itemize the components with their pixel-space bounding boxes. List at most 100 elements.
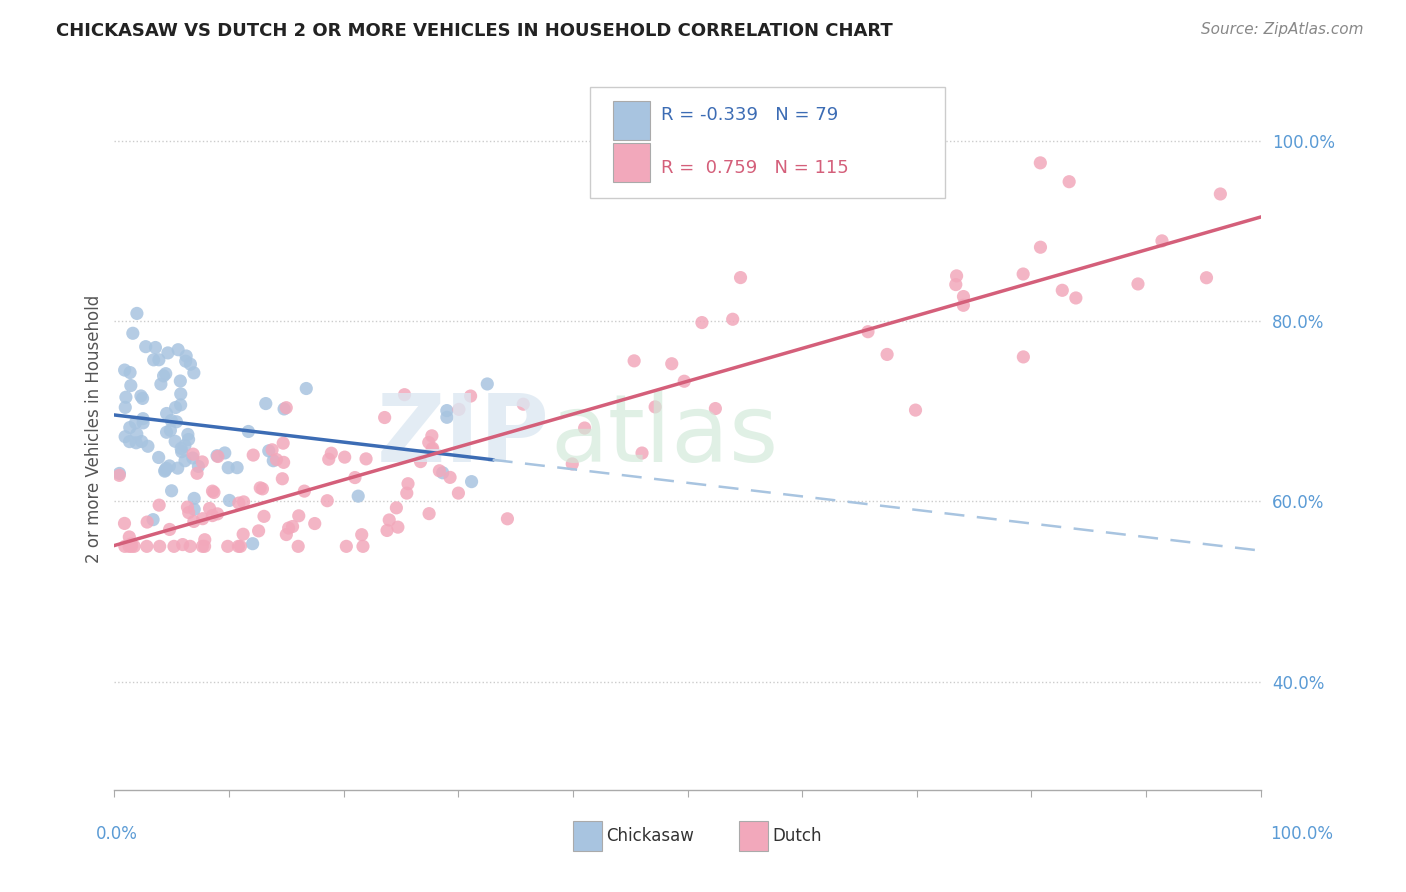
Point [254, 396, 277, 410]
Point [496, 512, 519, 526]
Point [396, 476, 419, 491]
Point [207, 450, 229, 464]
Point [191, 540, 214, 554]
Point [387, 520, 409, 534]
Point [460, 389, 482, 403]
Point [174, 354, 197, 368]
Point [273, 455, 295, 469]
Point [631, 446, 654, 460]
Point [183, 491, 205, 506]
FancyBboxPatch shape [591, 87, 945, 198]
Point [152, 368, 174, 383]
Point [135, 540, 157, 554]
Text: ZIP: ZIP [377, 391, 550, 483]
Point [153, 464, 176, 478]
Point [378, 513, 401, 527]
Point [177, 427, 200, 442]
Point [172, 538, 194, 552]
Point [350, 527, 373, 541]
Point [226, 460, 249, 475]
Point [205, 449, 228, 463]
Point [952, 298, 974, 312]
Point [242, 537, 264, 551]
Point [124, 416, 146, 430]
Point [194, 533, 217, 547]
Point [295, 382, 318, 396]
Point [198, 501, 221, 516]
Point [304, 516, 326, 531]
Point [132, 411, 155, 425]
Point [145, 341, 167, 355]
Point [155, 407, 177, 421]
Point [335, 540, 357, 554]
Point [218, 493, 240, 508]
Point [114, 401, 136, 415]
Point [1029, 240, 1052, 254]
Text: Chickasaw: Chickasaw [606, 827, 695, 845]
Point [1150, 234, 1173, 248]
Point [1012, 350, 1035, 364]
Point [160, 483, 183, 498]
Point [277, 521, 299, 535]
Point [167, 343, 190, 357]
Point [420, 442, 443, 457]
Point [730, 270, 752, 285]
Point [183, 502, 205, 516]
Point [155, 425, 177, 440]
Point [1195, 270, 1218, 285]
Point [249, 481, 271, 495]
Point [120, 366, 142, 380]
Point [114, 540, 136, 554]
Point [856, 325, 879, 339]
Point [447, 486, 470, 500]
Point [131, 434, 153, 449]
Point [1012, 267, 1035, 281]
Point [420, 429, 443, 443]
Point [174, 438, 197, 452]
Point [142, 513, 165, 527]
Point [118, 530, 141, 544]
Point [432, 466, 454, 480]
Point [125, 306, 148, 320]
Point [945, 268, 967, 283]
Point [179, 357, 201, 371]
Point [447, 402, 470, 417]
FancyBboxPatch shape [613, 101, 650, 140]
Point [574, 421, 596, 435]
Point [153, 463, 176, 477]
Point [202, 485, 225, 500]
Point [253, 509, 276, 524]
Point [409, 454, 432, 468]
Point [201, 484, 224, 499]
Point [262, 454, 284, 468]
Text: R = -0.339   N = 79: R = -0.339 N = 79 [661, 106, 838, 124]
Point [247, 524, 270, 538]
Point [287, 508, 309, 523]
Point [181, 450, 204, 465]
Point [120, 378, 142, 392]
Point [661, 357, 683, 371]
Point [115, 390, 138, 404]
Text: Dutch: Dutch [772, 827, 823, 845]
Point [422, 442, 444, 456]
Point [276, 401, 298, 415]
Point [148, 352, 170, 367]
Point [136, 439, 159, 453]
Point [122, 540, 145, 554]
Point [155, 367, 177, 381]
Point [232, 527, 254, 541]
Point [169, 398, 191, 412]
Point [418, 435, 440, 450]
Point [135, 340, 157, 354]
Point [287, 540, 309, 554]
Point [177, 433, 200, 447]
Point [183, 515, 205, 529]
Point [721, 312, 744, 326]
Point [148, 498, 170, 512]
Point [229, 540, 252, 554]
Point [163, 540, 186, 554]
Point [1126, 277, 1149, 291]
Point [118, 540, 141, 554]
Point [142, 352, 165, 367]
Point [125, 427, 148, 442]
